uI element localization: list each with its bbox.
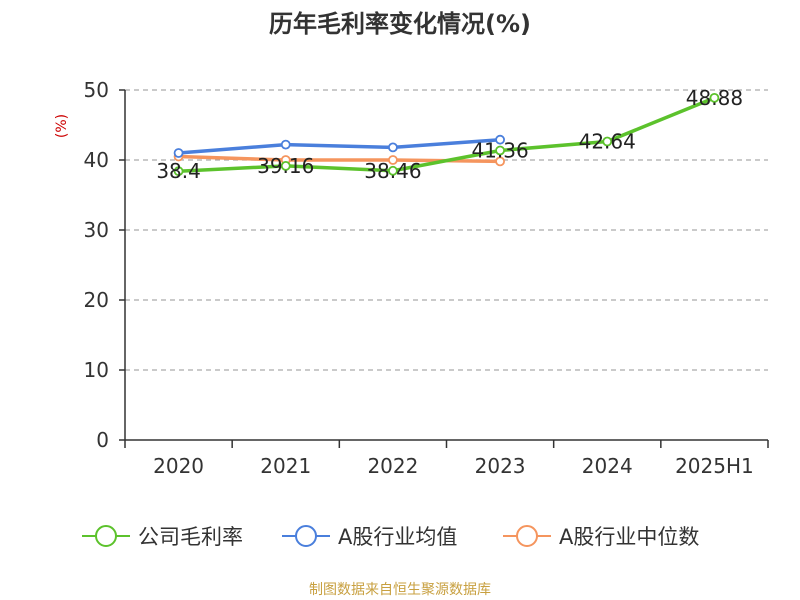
data-point bbox=[388, 165, 398, 176]
legend-label: A股行业中位数 bbox=[559, 525, 699, 549]
legend: 公司毛利率 A股行业均值 A股行业中位数 bbox=[82, 525, 699, 549]
y-tick-label: 30 bbox=[84, 218, 109, 242]
x-tick-label: 2025H1 bbox=[675, 454, 754, 478]
x-tick-label: 2021 bbox=[260, 454, 311, 478]
data-label: 38.4 bbox=[156, 159, 201, 183]
grid-lines bbox=[125, 89, 768, 371]
data-point bbox=[495, 156, 505, 167]
data-label: 41.36 bbox=[471, 138, 528, 162]
legend-label: A股行业均值 bbox=[338, 525, 457, 549]
data-point bbox=[388, 155, 398, 165]
data-point bbox=[173, 166, 184, 177]
data-point bbox=[709, 92, 720, 103]
legend-label: 公司毛利率 bbox=[138, 525, 243, 549]
data-labels: 38.4 39.16 38.46 41.36 42.64 48.88 bbox=[156, 86, 743, 183]
legend-marker bbox=[295, 525, 317, 547]
chart-title: 历年毛利率变化情况(%) bbox=[269, 10, 531, 38]
x-tick-label: 2020 bbox=[153, 454, 204, 478]
data-point bbox=[173, 148, 184, 158]
series-group bbox=[173, 92, 720, 177]
x-tick-label: 2022 bbox=[367, 454, 418, 478]
y-tick-label: 10 bbox=[84, 358, 109, 382]
data-label: 42.64 bbox=[579, 130, 636, 154]
data-point bbox=[388, 142, 398, 153]
data-point bbox=[280, 160, 291, 171]
series-line bbox=[178, 96, 716, 173]
legend-marker bbox=[95, 525, 117, 547]
data-point bbox=[495, 134, 505, 145]
y-tick-label: 0 bbox=[96, 428, 109, 452]
y-tick-label: 20 bbox=[84, 288, 109, 312]
y-tick-label: 50 bbox=[84, 78, 109, 102]
x-tick-label: 2023 bbox=[475, 454, 526, 478]
y-tick-label: 40 bbox=[84, 148, 109, 172]
data-label: 38.46 bbox=[364, 159, 421, 183]
axes: 0 10 20 30 40 50 2020 2021 2022 2023 2024 2025H1 bbox=[84, 78, 769, 478]
series-line bbox=[178, 137, 501, 155]
y-axis-unit: (%) bbox=[54, 114, 70, 138]
x-tick-label: 2024 bbox=[582, 454, 633, 478]
legend-marker bbox=[516, 525, 538, 547]
data-point bbox=[495, 145, 505, 156]
data-label: 39.16 bbox=[257, 154, 314, 178]
data-label: 48.88 bbox=[686, 86, 743, 110]
data-point bbox=[280, 139, 291, 150]
source-note: 制图数据来自恒生聚源数据库 bbox=[309, 582, 491, 598]
data-point bbox=[602, 136, 613, 147]
